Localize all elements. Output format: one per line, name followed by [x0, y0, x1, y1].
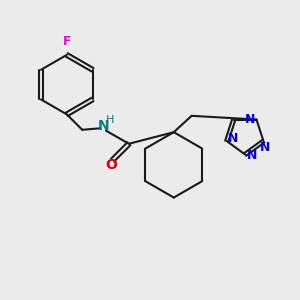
Text: F: F — [62, 35, 71, 48]
Text: N: N — [98, 119, 109, 133]
Text: O: O — [105, 158, 117, 172]
Text: N: N — [245, 113, 255, 126]
Text: N: N — [227, 132, 238, 145]
Text: H: H — [106, 115, 114, 125]
Text: N: N — [260, 141, 270, 154]
Text: N: N — [247, 148, 257, 162]
